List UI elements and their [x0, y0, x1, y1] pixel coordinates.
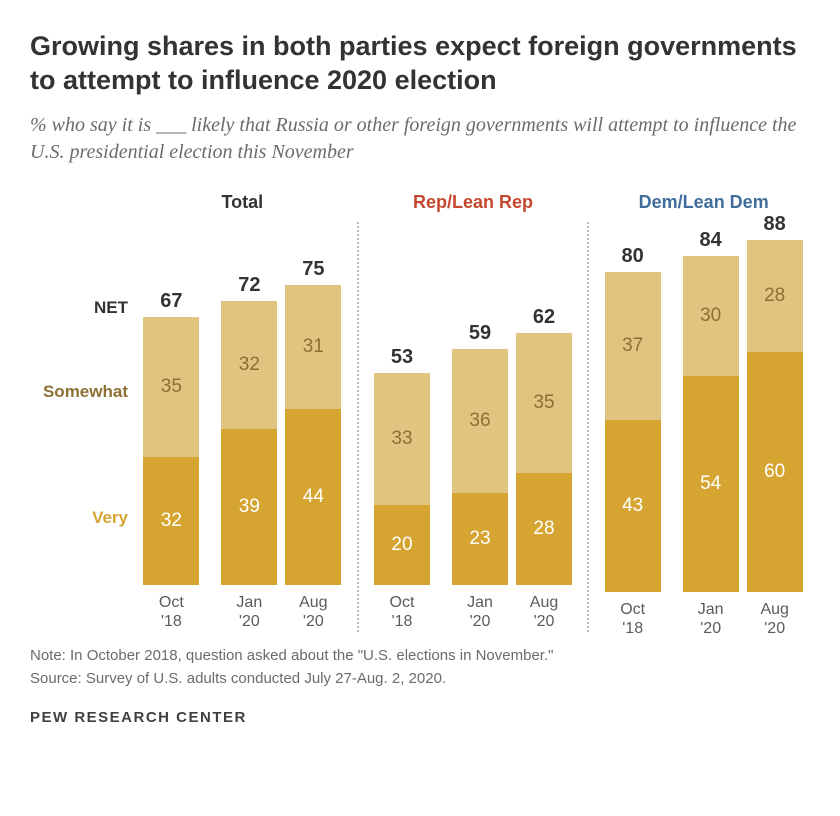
group-label: Dem/Lean Dem — [597, 192, 810, 213]
net-value: 72 — [238, 274, 260, 297]
x-axis-label: Aug'20 — [299, 593, 327, 631]
footer-brand: PEW RESEARCH CENTER — [30, 709, 810, 726]
bars-row: 53 3320 Oct'18 59 3623 Jan'20 62 3528 Aug'20 — [367, 222, 580, 632]
x-axis-label: Oct'18 — [620, 600, 645, 638]
stacked-bar: 3054 — [683, 256, 739, 592]
very-segment: 60 — [747, 352, 803, 592]
x-axis-label: Oct'18 — [390, 593, 415, 631]
somewhat-segment: 35 — [143, 317, 199, 457]
somewhat-segment: 36 — [452, 349, 508, 493]
stacked-bar: 3623 — [452, 349, 508, 585]
net-value: 62 — [533, 306, 555, 329]
x-axis-label: Oct'18 — [159, 593, 184, 631]
side-labels: NET Somewhat Very — [30, 192, 136, 632]
chart-area: NET Somewhat Very Total673532Oct'1872323… — [30, 192, 810, 632]
stacked-bar: 3743 — [605, 272, 661, 592]
group-label: Rep/Lean Rep — [367, 192, 580, 222]
stacked-bar: 3144 — [285, 285, 341, 585]
very-segment: 23 — [452, 493, 508, 585]
very-label: Very — [92, 508, 128, 528]
stacked-bar: 2860 — [747, 240, 803, 592]
bar-slot: 75 3144 Aug'20 — [285, 258, 341, 631]
bars-row: 67 3532 Oct'18 72 3239 Jan'20 75 3144 Aug'20 — [136, 222, 349, 632]
bar-slot: 80 3743 Oct'18 — [605, 245, 661, 638]
bar-slot: 53 3320 Oct'18 — [374, 346, 430, 631]
very-segment: 39 — [221, 429, 277, 585]
x-axis-label: Jan'20 — [236, 593, 262, 631]
somewhat-segment: 37 — [605, 272, 661, 420]
x-axis-label: Aug'20 — [760, 600, 788, 638]
net-value: 75 — [302, 258, 324, 281]
group-total: Total 67 3532 Oct'18 72 3239 Jan'20 75 3144 Aug'2… — [136, 192, 349, 632]
very-segment: 54 — [683, 376, 739, 592]
stacked-bar: 3532 — [143, 317, 199, 585]
very-segment: 20 — [374, 505, 430, 585]
source-text: Source: Survey of U.S. adults conducted … — [30, 670, 810, 687]
somewhat-segment: 28 — [747, 240, 803, 352]
net-value: 67 — [160, 290, 182, 313]
stacked-bar: 3528 — [516, 333, 572, 585]
group-separator — [357, 222, 359, 632]
somewhat-segment: 35 — [516, 333, 572, 473]
net-value: 80 — [622, 245, 644, 268]
chart-title: Growing shares in both parties expect fo… — [30, 30, 810, 98]
bar-slot: 59 3623 Jan'20 — [452, 322, 508, 631]
net-value: 53 — [391, 346, 413, 369]
groups-container: Total673532Oct'18723239Jan'20753144Aug'2… — [136, 192, 810, 632]
bar-slot: 62 3528 Aug'20 — [516, 306, 572, 631]
x-axis-label: Jan'20 — [467, 593, 493, 631]
very-segment: 28 — [516, 473, 572, 585]
bar-slot: 67 3532 Oct'18 — [143, 290, 199, 631]
group-dem: Dem/Lean Dem803743Oct'18843054Jan'208828… — [597, 192, 810, 632]
note-text: Note: In October 2018, question asked ab… — [30, 646, 810, 666]
group-label: Total — [136, 192, 349, 222]
x-axis-label: Jan'20 — [698, 600, 724, 638]
somewhat-label: Somewhat — [43, 382, 128, 402]
net-value: 84 — [700, 229, 722, 252]
chart-subtitle: % who say it is ___ likely that Russia o… — [30, 112, 810, 166]
net-label: NET — [94, 298, 128, 318]
very-segment: 32 — [143, 457, 199, 585]
net-value: 88 — [764, 213, 786, 236]
somewhat-segment: 32 — [221, 301, 277, 429]
somewhat-segment: 30 — [683, 256, 739, 376]
group-separator — [587, 222, 589, 632]
somewhat-segment: 33 — [374, 373, 430, 505]
very-segment: 43 — [605, 420, 661, 592]
bar-slot: 72 3239 Jan'20 — [221, 274, 277, 631]
x-axis-label: Aug'20 — [530, 593, 558, 631]
stacked-bar: 3320 — [374, 373, 430, 585]
bars-row: 80 3743 Oct'18 84 3054 Jan'20 88 2860 Aug'20 — [597, 213, 810, 638]
stacked-bar: 3239 — [221, 301, 277, 585]
group-rep: Rep/Lean Rep 53 3320 Oct'18 59 3623 Jan'20 62 35… — [367, 192, 580, 632]
somewhat-segment: 31 — [285, 285, 341, 409]
net-value: 59 — [469, 322, 491, 345]
bar-slot: 88 2860 Aug'20 — [747, 213, 803, 638]
bar-slot: 84 3054 Jan'20 — [683, 229, 739, 638]
very-segment: 44 — [285, 409, 341, 585]
